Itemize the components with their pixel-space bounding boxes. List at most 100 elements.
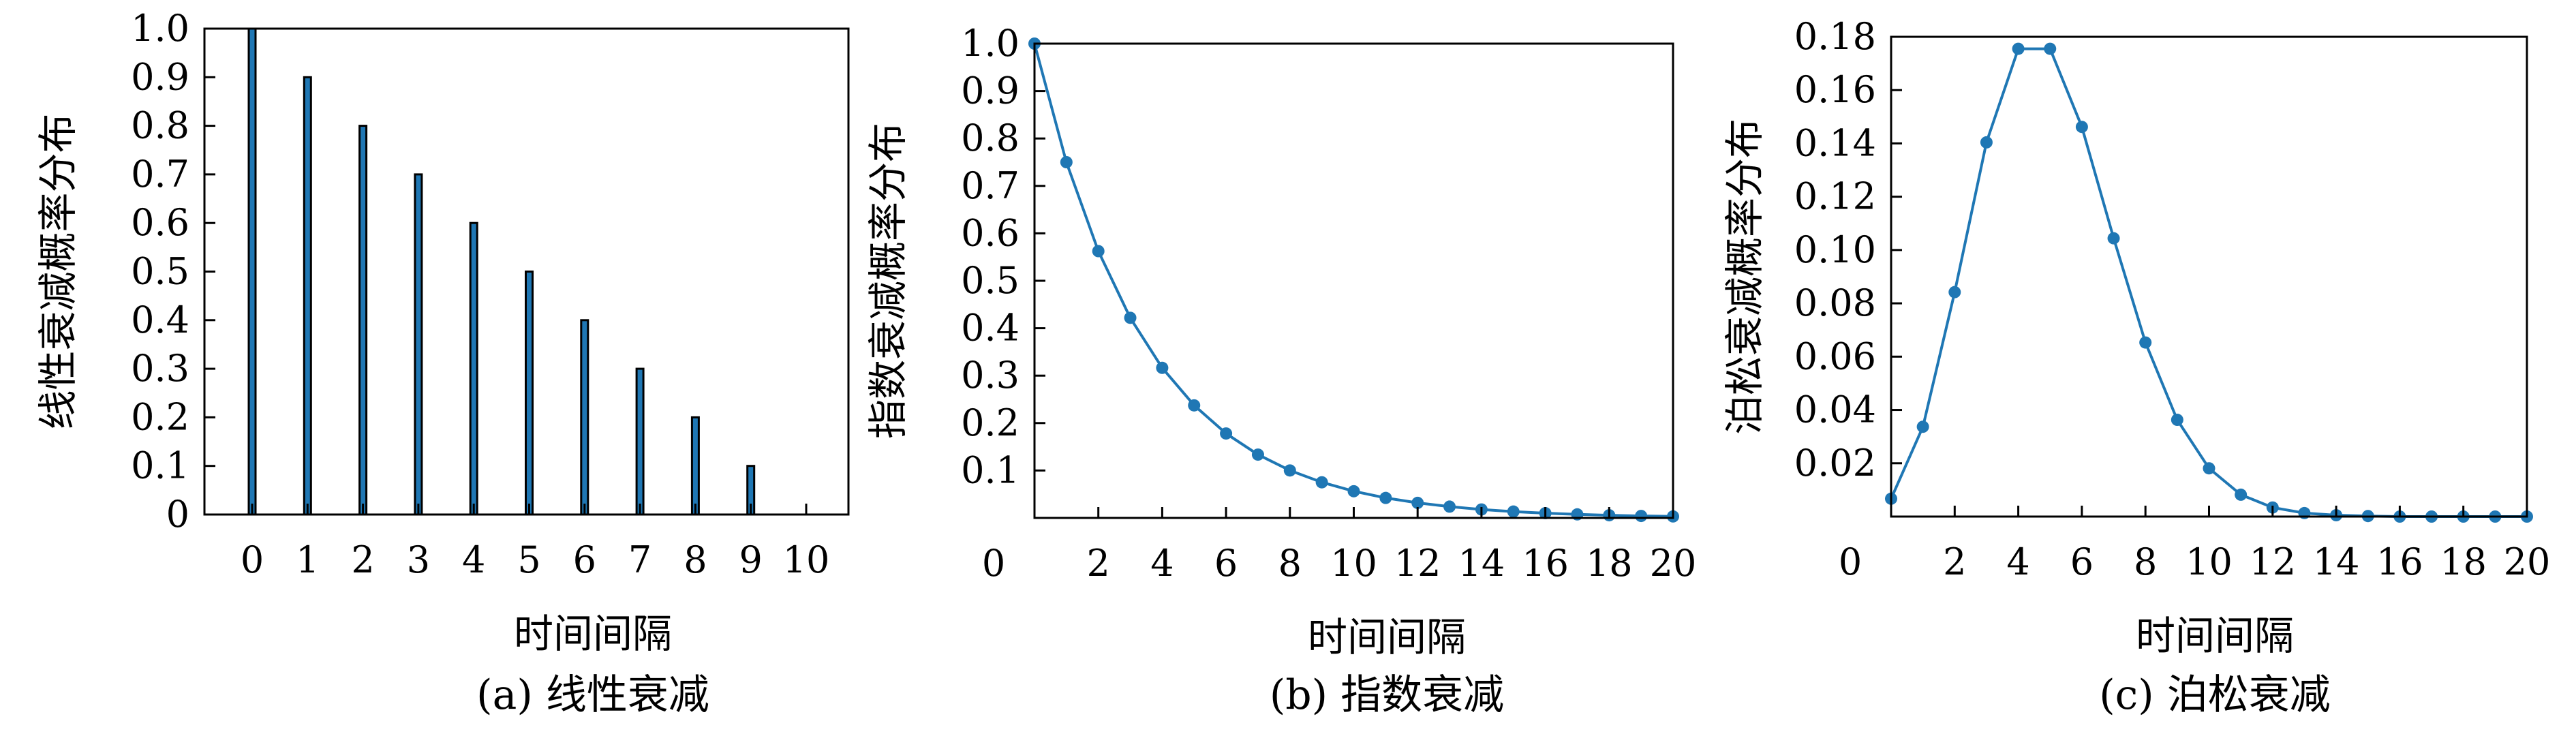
data-point (2107, 232, 2120, 245)
data-point (1220, 427, 1233, 440)
y-ticks-b: 0.10.20.30.4 0.5 0.60.7 0.8 0.9 1.0 (961, 22, 1045, 491)
y-tick-label: 0.3 (131, 347, 189, 390)
y-tick-label: 0.9 (961, 70, 1019, 112)
y-axis-label-a: 线性衰减概率分布 (35, 113, 81, 429)
data-point (2012, 42, 2025, 55)
y-tick-label: 0.02 (1794, 442, 1876, 485)
x-tick-label: 10 (783, 538, 830, 581)
y-tick-label: 0.18 (1794, 15, 1876, 58)
x-axis-label-c: 时间间隔 (2136, 613, 2294, 659)
series-line (1890, 47, 2527, 518)
y-tick-label: 0.2 (131, 395, 189, 438)
x-tick-label: 20 (1650, 542, 1697, 585)
x-tick-label: 16 (1522, 542, 1569, 585)
data-point (2139, 336, 2152, 349)
x-tick-label: 8 (1278, 542, 1302, 585)
x-axis-label-b: 时间间隔 (1308, 614, 1466, 660)
x-tick-label: 5 (517, 538, 540, 581)
data-point (1315, 476, 1328, 489)
x-tick-label: 12 (2249, 540, 2296, 583)
x-tick-label: 18 (2440, 540, 2487, 583)
bar (414, 173, 423, 516)
caption-b: (b) 指数衰减 (1270, 671, 1504, 719)
y-tick-label: 0.6 (961, 211, 1019, 254)
x-tick-label: 12 (1394, 542, 1441, 585)
data-point (1188, 399, 1201, 412)
y-tick-label: 0.4 (961, 307, 1019, 350)
bar (690, 416, 700, 516)
plot-frame-b (1033, 42, 1674, 519)
data-point (1124, 311, 1137, 324)
bar (303, 76, 312, 516)
bar (358, 125, 368, 516)
y-tick-label: 0.6 (131, 201, 189, 244)
y-tick-label: 0.7 (131, 153, 189, 196)
data-point (1283, 464, 1296, 477)
x-tick-label: 4 (462, 538, 485, 581)
x-tick-label: 8 (2134, 540, 2157, 583)
data-point (2075, 121, 2088, 134)
x-tick-label: 14 (1458, 542, 1505, 585)
x-tick-label: 18 (1586, 542, 1633, 585)
data-point (1060, 156, 1073, 168)
bar (247, 27, 257, 516)
line-poisson (1885, 42, 2533, 523)
x-tick-label: 0 (1839, 540, 1862, 583)
y-tick-label: 0.14 (1794, 121, 1876, 164)
data-point (1948, 286, 1961, 298)
bar (469, 221, 478, 516)
caption-a: (a) 线性衰减 (476, 671, 709, 719)
data-point (1635, 510, 1648, 523)
data-point (2171, 414, 2183, 427)
data-point (1411, 496, 1424, 509)
y-tick-label: 0 (166, 493, 189, 536)
data-point (1251, 448, 1264, 461)
panel-poisson-decay: 0 2 4 6 8 10 12 14 16 18 20 0.020.040.060.080.100.… (1721, 15, 2550, 719)
y-tick-label: 0.08 (1794, 281, 1876, 324)
x-ticks-b: 0 2 4 6 8 10 12 14 16 18 20 (982, 507, 1697, 585)
data-point (1443, 500, 1456, 513)
y-tick-label: 0.12 (1794, 175, 1876, 218)
y-tick-label: 0.04 (1794, 388, 1876, 431)
y-tick-label: 0.5 (131, 250, 189, 293)
x-tick-label: 10 (2186, 540, 2233, 583)
data-point (1156, 361, 1169, 374)
x-tick-label: 6 (573, 538, 596, 581)
x-tick-label: 8 (684, 538, 707, 581)
x-tick-label: 2 (1087, 542, 1110, 585)
x-tick-label: 4 (1150, 542, 1174, 585)
x-tick-label: 14 (2313, 540, 2360, 583)
x-tick-label: 2 (1943, 540, 1966, 583)
x-tick-label: 6 (1214, 542, 1238, 585)
data-point (1347, 485, 1360, 497)
plot-frame-c (1890, 35, 2528, 518)
y-tick-label: 0.4 (131, 298, 189, 341)
y-tick-label: 0.9 (131, 55, 189, 98)
y-tick-label: 0.8 (961, 117, 1019, 159)
data-point (2235, 488, 2248, 501)
x-tick-label: 20 (2504, 540, 2551, 583)
y-tick-label: 1.0 (961, 22, 1019, 65)
y-tick-label: 0.16 (1794, 68, 1876, 111)
panel-exponential-decay: 0 2 4 6 8 10 12 14 16 18 20 0.10.20.30.40.50.60.70… (865, 22, 1696, 719)
panel-linear-decay: 0 1 2 3 4 5 6 7 8 9 10 00.10.20.30.40.50.60.70.80.… (35, 7, 850, 719)
x-tick-label: 0 (241, 538, 264, 581)
y-tick-label: 0.1 (131, 444, 189, 487)
bar (635, 367, 645, 516)
x-tick-label: 2 (351, 538, 374, 581)
y-tick-label: 0.3 (961, 354, 1019, 397)
data-point (1507, 505, 1520, 518)
y-tick-label: 1.0 (131, 7, 189, 50)
x-tick-label: 10 (1330, 542, 1377, 585)
y-axis-label-c: 泊松衰减概率分布 (1721, 119, 1768, 435)
data-point (1092, 245, 1105, 258)
x-tick-label: 7 (628, 538, 651, 581)
data-point (1379, 491, 1392, 504)
y-tick-label: 0.5 (961, 259, 1019, 302)
y-ticks-c: 0.02 0.04 0.06 0.08 0.10 0.12 0.14 0.16 0.18 (1794, 15, 1902, 485)
bar (580, 319, 589, 516)
bars-linear (247, 27, 756, 516)
x-tick-label: 4 (2006, 540, 2029, 583)
data-point (2203, 462, 2215, 475)
y-tick-label: 0.7 (961, 164, 1019, 207)
